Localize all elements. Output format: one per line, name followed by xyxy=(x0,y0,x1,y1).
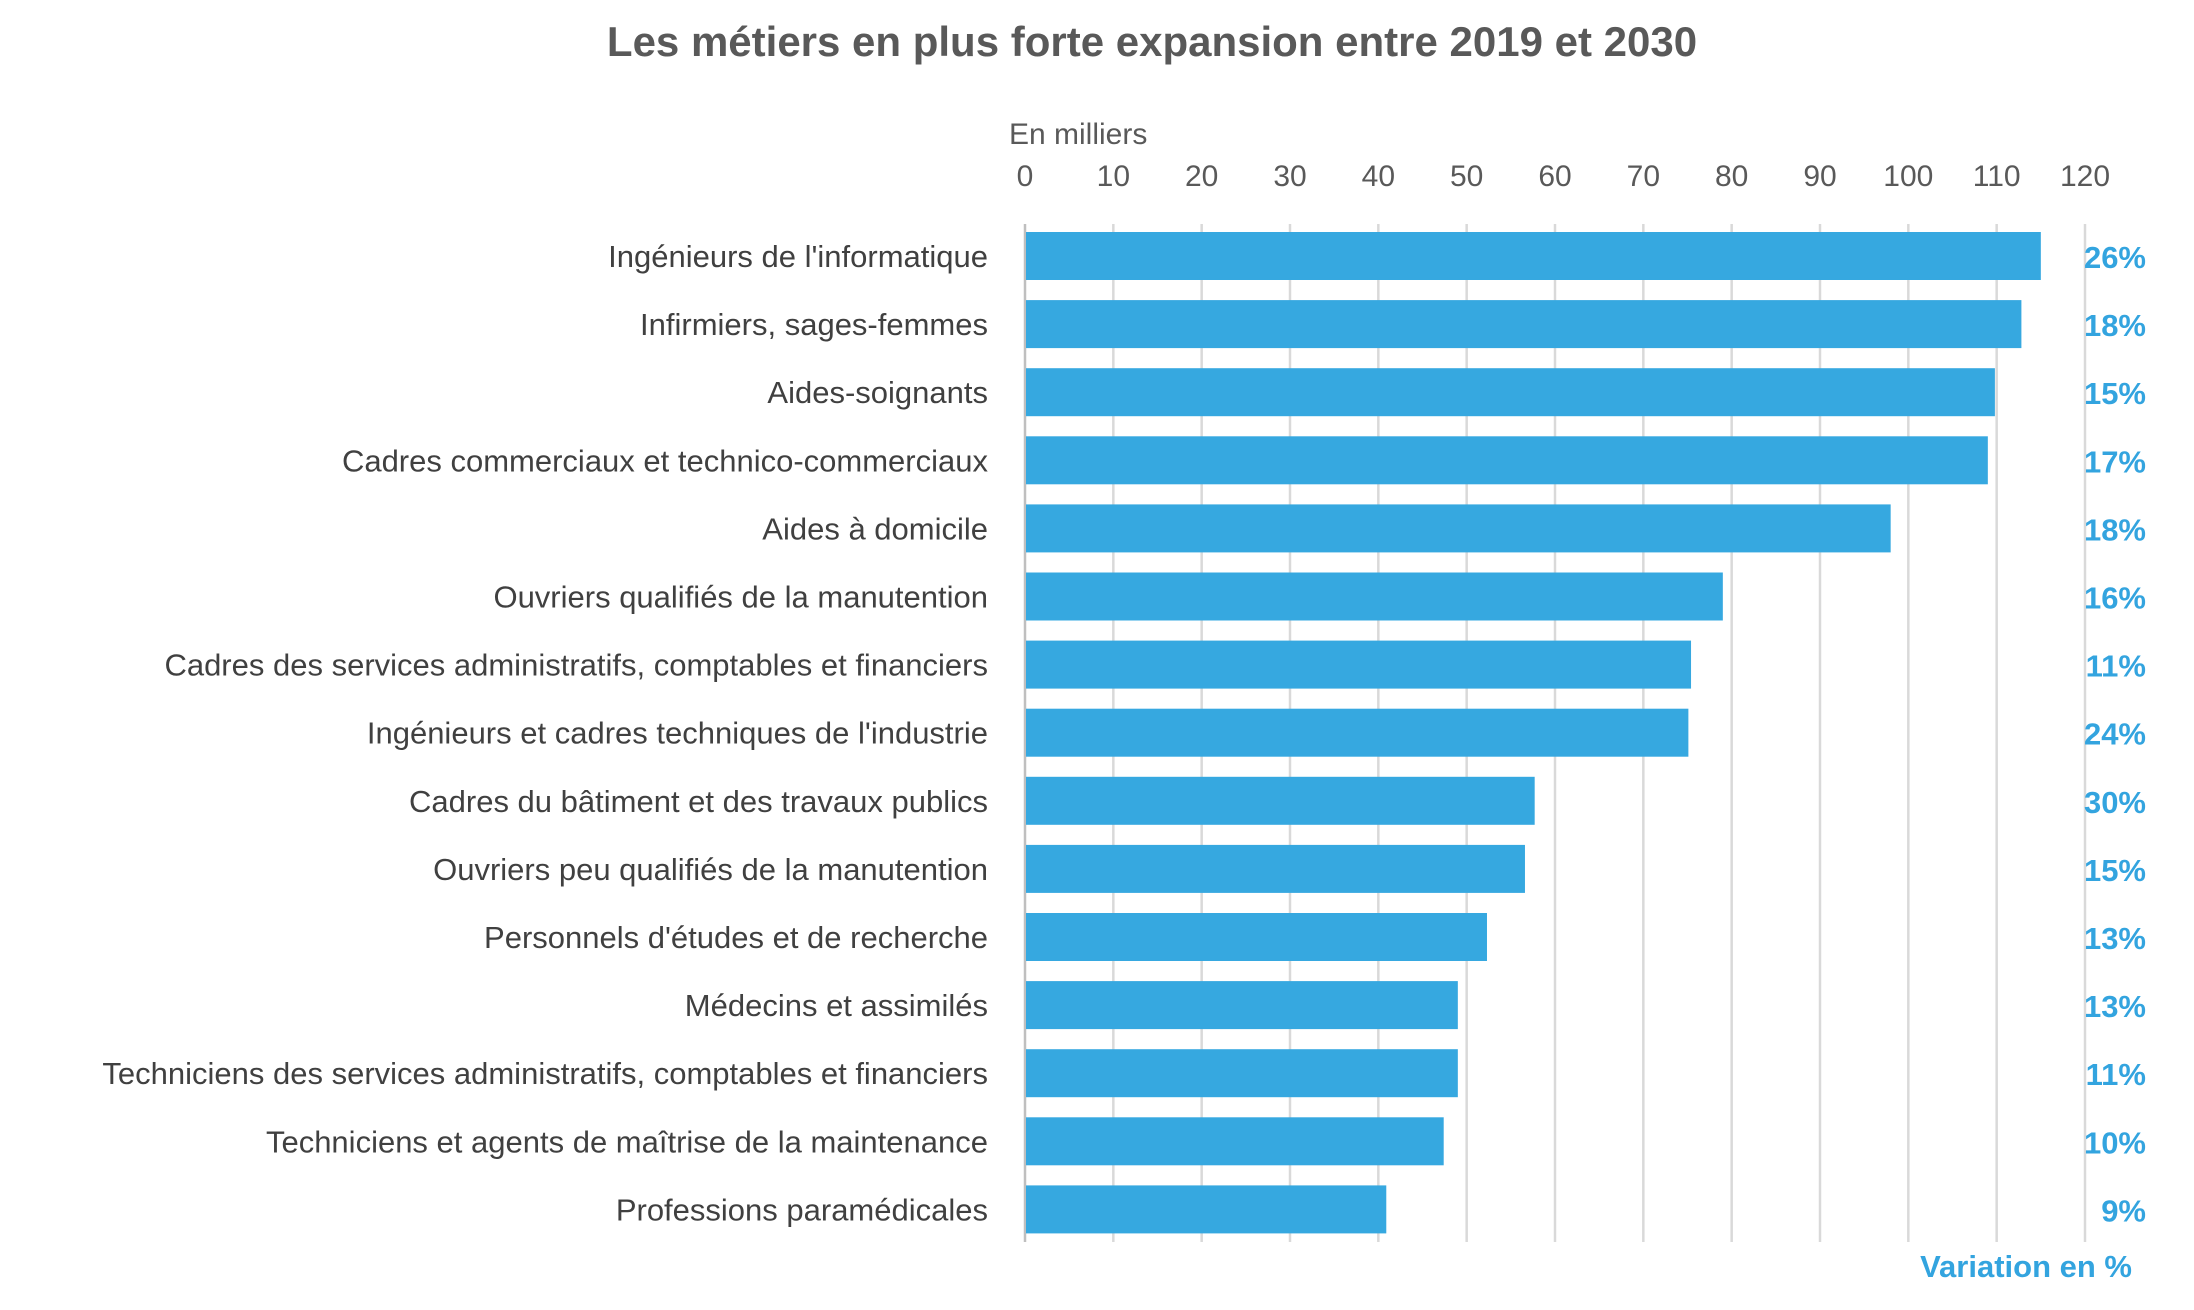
bar xyxy=(1026,232,2041,280)
variation-value-label: 18% xyxy=(2084,308,2146,343)
bar xyxy=(1026,504,1891,553)
bar xyxy=(1026,1049,1458,1098)
bar xyxy=(1026,1117,1444,1166)
category-label: Médecins et assimilés xyxy=(685,988,988,1023)
x-tick-label: 50 xyxy=(1450,160,1483,193)
bar xyxy=(1026,572,1723,621)
x-tick-label: 70 xyxy=(1627,160,1660,193)
bar xyxy=(1026,844,1525,893)
variation-value-label: 15% xyxy=(2084,853,2146,888)
x-tick-label: 30 xyxy=(1273,160,1306,193)
category-label: Techniciens et agents de maîtrise de la … xyxy=(266,1124,988,1159)
variation-value-label: 13% xyxy=(2084,921,2146,956)
category-label: Ingénieurs de l'informatique xyxy=(608,239,988,274)
x-axis-unit-label: En milliers xyxy=(1009,118,1147,151)
x-tick-label: 40 xyxy=(1362,160,1395,193)
category-label: Aides-soignants xyxy=(767,375,988,410)
category-label: Techniciens des services administratifs,… xyxy=(102,1056,988,1091)
variation-value-label: 10% xyxy=(2084,1125,2146,1160)
x-tick-label: 100 xyxy=(1883,160,1933,193)
variation-value-label: 26% xyxy=(2084,240,2146,275)
bar xyxy=(1026,708,1689,757)
bar xyxy=(1026,1185,1387,1234)
variation-value-label: 18% xyxy=(2084,512,2146,547)
category-label: Professions paramédicales xyxy=(616,1192,988,1227)
bar xyxy=(1026,913,1487,961)
x-tick-label: 80 xyxy=(1715,160,1748,193)
category-label: Ouvriers peu qualifiés de la manutention xyxy=(433,852,988,887)
variation-value-label: 11% xyxy=(2086,1057,2146,1092)
category-label: Cadres du bâtiment et des travaux public… xyxy=(409,784,988,819)
x-tick-label: 90 xyxy=(1803,160,1836,193)
bar xyxy=(1026,640,1692,689)
category-label: Personnels d'études et de recherche xyxy=(484,920,988,955)
variation-value-label: 17% xyxy=(2084,444,2146,479)
category-label: Cadres commerciaux et technico-commercia… xyxy=(342,443,989,478)
category-label: Aides à domicile xyxy=(762,511,988,546)
category-label: Ingénieurs et cadres techniques de l'ind… xyxy=(367,716,988,751)
x-tick-label: 0 xyxy=(1017,160,1034,193)
bar xyxy=(1026,981,1458,1030)
variation-label: Variation en % xyxy=(1920,1249,2132,1284)
category-label: Ouvriers qualifiés de la manutention xyxy=(493,580,988,615)
variation-value-label: 11% xyxy=(2086,649,2146,684)
variation-value-label: 15% xyxy=(2084,376,2146,411)
category-label: Cadres des services administratifs, comp… xyxy=(164,648,988,683)
variation-value-label: 24% xyxy=(2084,717,2146,752)
x-tick-label: 60 xyxy=(1538,160,1571,193)
variation-value-label: 30% xyxy=(2084,785,2146,820)
variation-value-label: 9% xyxy=(2101,1193,2146,1228)
bar xyxy=(1026,776,1535,825)
bar xyxy=(1026,436,1988,485)
bar xyxy=(1026,368,1995,417)
category-label: Infirmiers, sages-femmes xyxy=(640,307,988,342)
chart-title: Les métiers en plus forte expansion entr… xyxy=(607,18,1697,65)
variation-value-label: 13% xyxy=(2084,989,2146,1024)
x-tick-label: 110 xyxy=(1973,160,2021,193)
bar xyxy=(1026,300,2022,349)
x-tick-label: 10 xyxy=(1097,160,1130,193)
variation-value-label: 16% xyxy=(2084,581,2146,616)
x-tick-label: 20 xyxy=(1185,160,1218,193)
x-tick-label: 120 xyxy=(2060,160,2110,193)
